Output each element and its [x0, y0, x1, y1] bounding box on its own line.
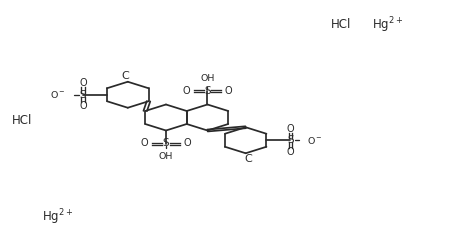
Text: O$^-$: O$^-$ [51, 89, 66, 100]
Text: C: C [122, 71, 130, 81]
Text: O: O [287, 124, 294, 134]
Text: O: O [141, 138, 148, 148]
Text: O: O [183, 86, 190, 97]
Text: O: O [79, 101, 87, 111]
Text: Hg$^{2+}$: Hg$^{2+}$ [42, 208, 73, 227]
Text: Hg$^{2+}$: Hg$^{2+}$ [372, 15, 403, 35]
Text: O$^-$: O$^-$ [307, 135, 323, 146]
Text: S: S [204, 86, 211, 97]
Text: O: O [287, 147, 294, 157]
Text: HCl: HCl [331, 18, 351, 32]
Text: C: C [244, 154, 252, 164]
Text: HCl: HCl [12, 114, 32, 126]
Text: O: O [183, 138, 191, 148]
Text: O: O [79, 78, 87, 88]
Text: S: S [163, 138, 169, 148]
Text: S: S [80, 90, 86, 100]
Text: OH: OH [159, 152, 173, 162]
Text: OH: OH [200, 74, 215, 82]
Text: O: O [225, 86, 232, 97]
Text: S: S [287, 135, 294, 145]
